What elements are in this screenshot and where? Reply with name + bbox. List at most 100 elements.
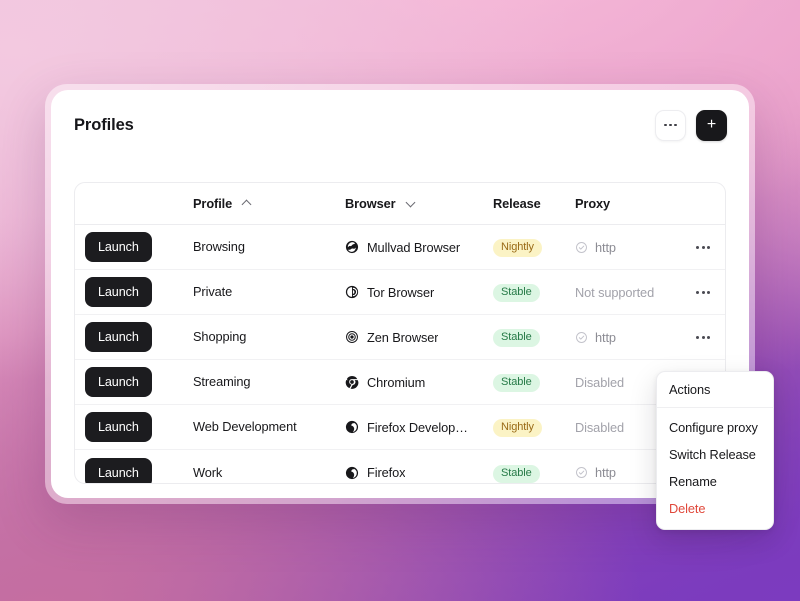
- chevron-down-icon[interactable]: [407, 199, 416, 208]
- release-badge: Nightly: [493, 419, 542, 437]
- profiles-table: Profile Browser Release Proxy: [74, 182, 726, 484]
- context-menu-item-delete[interactable]: Delete: [669, 501, 706, 516]
- proxy-status-text: Disabled: [575, 374, 624, 390]
- context-menu-item-configure-proxy[interactable]: Configure proxy: [669, 420, 758, 435]
- profile-name: Shopping: [193, 329, 247, 344]
- cell-proxy: http: [575, 330, 681, 345]
- table-body: Launch Browsing Mullvad Browser Nightly http…: [75, 225, 725, 483]
- table-header-row: Profile Browser Release Proxy: [75, 183, 725, 225]
- table-row[interactable]: Launch Streaming Chromium Stable Disabled: [75, 360, 725, 405]
- table-row[interactable]: Launch Private Tor Browser Stable Not suppor…: [75, 270, 725, 315]
- browser-name: Chromium: [367, 374, 426, 390]
- row-actions-button[interactable]: [692, 330, 714, 345]
- proxy-status-text: Not supported: [575, 284, 655, 300]
- table-row[interactable]: Launch Work Firefox Stable http: [75, 450, 725, 483]
- table-row[interactable]: Launch Browsing Mullvad Browser Nightly http: [75, 225, 725, 270]
- plus-icon: +: [706, 115, 717, 133]
- profile-name: Private: [193, 284, 233, 299]
- check-circle-icon: [576, 241, 587, 253]
- cell-actions: [681, 285, 725, 300]
- row-actions-context-menu: Actions Configure proxy Switch Release Ren…: [656, 371, 774, 530]
- proxy-status-text: Disabled: [575, 419, 624, 435]
- cell-launch: Launch: [75, 367, 193, 397]
- cell-profile: Shopping: [193, 328, 345, 346]
- release-badge: Stable: [493, 374, 540, 392]
- cell-profile: Web Development: [193, 418, 345, 436]
- column-header-proxy[interactable]: Proxy: [575, 196, 681, 211]
- cell-proxy: Not supported: [575, 285, 681, 300]
- cell-browser: Tor Browser: [345, 285, 493, 300]
- cell-release: Stable: [493, 372, 575, 392]
- zen-icon: [346, 331, 358, 343]
- browser-name: Firefox: [367, 465, 406, 480]
- cell-launch: Launch: [75, 322, 193, 352]
- column-header-browser-label: Browser: [345, 196, 396, 211]
- chevron-up-icon[interactable]: [243, 199, 252, 208]
- table-row[interactable]: Launch Web Development Firefox Develop… Nig…: [75, 405, 725, 450]
- launch-button[interactable]: Launch: [85, 277, 152, 307]
- header-actions: +: [655, 109, 727, 141]
- check-circle-icon: [576, 467, 587, 478]
- column-header-browser[interactable]: Browser: [345, 196, 493, 211]
- row-actions-button[interactable]: [692, 240, 714, 255]
- cell-browser: Mullvad Browser: [345, 240, 493, 255]
- release-badge: Stable: [493, 329, 540, 347]
- proxy-cell: http: [575, 240, 681, 255]
- ellipsis-icon: [663, 123, 678, 127]
- profile-name: Web Development: [193, 419, 297, 434]
- release-badge: Nightly: [493, 239, 542, 257]
- proxy-cell: Disabled: [575, 420, 681, 435]
- launch-button[interactable]: Launch: [85, 367, 152, 397]
- launch-button[interactable]: Launch: [85, 322, 152, 352]
- column-header-release[interactable]: Release: [493, 196, 575, 211]
- more-options-button[interactable]: [655, 109, 686, 141]
- browser-name: Mullvad Browser: [367, 239, 461, 255]
- cell-browser: Firefox: [345, 465, 493, 480]
- browser-cell: Firefox: [345, 465, 493, 480]
- add-profile-button[interactable]: +: [696, 109, 727, 141]
- profile-name: Browsing: [193, 239, 245, 254]
- browser-name: Tor Browser: [367, 284, 435, 300]
- column-header-profile-label: Profile: [193, 196, 233, 211]
- launch-button[interactable]: Launch: [85, 457, 152, 483]
- cell-browser: Chromium: [345, 375, 493, 390]
- cell-release: Nightly: [493, 237, 575, 257]
- row-actions-button[interactable]: [692, 285, 714, 300]
- cell-actions: [681, 330, 725, 345]
- context-menu-item-switch-release[interactable]: Switch Release: [669, 447, 756, 462]
- proxy-cell: Not supported: [575, 285, 681, 300]
- check-circle-icon: [576, 331, 587, 343]
- cell-release: Stable: [493, 327, 575, 347]
- proxy-status-text: http: [595, 465, 616, 480]
- context-menu-item-rename[interactable]: Rename: [669, 474, 717, 489]
- browser-cell: Tor Browser: [345, 285, 493, 300]
- cell-proxy: Disabled: [575, 375, 681, 390]
- launch-button[interactable]: Launch: [85, 412, 152, 442]
- cell-browser: Zen Browser: [345, 330, 493, 345]
- cell-release: Stable: [493, 282, 575, 302]
- column-header-release-label: Release: [493, 196, 541, 211]
- browser-cell: Firefox Develop…: [345, 420, 493, 435]
- firefox-icon: [345, 420, 359, 434]
- launch-button[interactable]: Launch: [85, 232, 152, 262]
- proxy-status-text: http: [595, 239, 616, 255]
- cell-browser: Firefox Develop…: [345, 420, 493, 435]
- cell-launch: Launch: [75, 277, 193, 307]
- release-badge: Stable: [493, 464, 540, 483]
- cell-launch: Launch: [75, 412, 193, 442]
- browser-name: Zen Browser: [367, 329, 439, 345]
- cell-actions: [681, 240, 725, 255]
- proxy-status-text: http: [595, 329, 616, 345]
- profile-name: Work: [193, 464, 223, 480]
- browser-cell: Chromium: [345, 375, 493, 390]
- proxy-cell: Disabled: [575, 375, 681, 390]
- column-header-proxy-label: Proxy: [575, 196, 611, 211]
- column-header-profile[interactable]: Profile: [193, 196, 345, 211]
- cell-profile: Browsing: [193, 238, 345, 256]
- context-menu-title: Actions: [657, 372, 773, 408]
- proxy-cell: http: [575, 330, 681, 345]
- table-row[interactable]: Launch Shopping Zen Browser Stable http: [75, 315, 725, 360]
- profile-name: Streaming: [193, 374, 251, 389]
- tor-icon: [345, 285, 359, 299]
- release-badge: Stable: [493, 284, 540, 302]
